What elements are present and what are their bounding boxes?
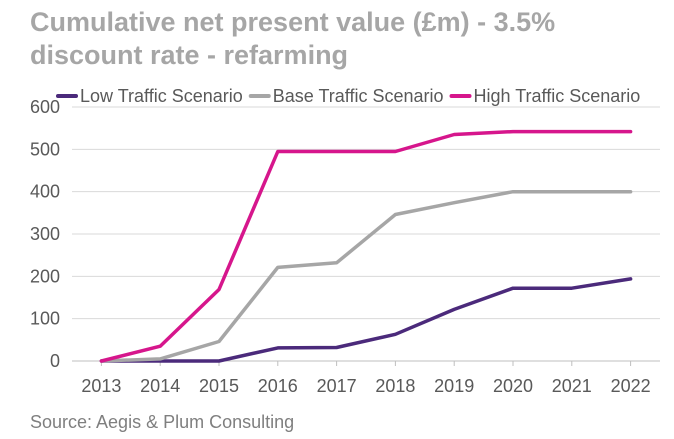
legend: Low Traffic Scenario Base Traffic Scenari… xyxy=(56,86,641,106)
chart-title: Cumulative net present value (£m) - 3.5%… xyxy=(30,6,650,72)
x-tick-label-2015: 2015 xyxy=(199,376,239,396)
y-tick-label-100: 100 xyxy=(30,309,60,329)
x-tick-label-2021: 2021 xyxy=(552,376,592,396)
y-tick-label-500: 500 xyxy=(30,139,60,159)
y-axis: 0 100 200 300 400 500 600 xyxy=(30,97,60,371)
y-tick-label-400: 400 xyxy=(30,182,60,202)
x-axis: 2013 2014 2015 2016 2017 2018 2019 2020 2021 2022 xyxy=(81,361,651,396)
x-tick-label-2017: 2017 xyxy=(317,376,357,396)
x-tick-label-2022: 2022 xyxy=(611,376,651,396)
gridlines xyxy=(72,106,660,362)
x-tick-label-2018: 2018 xyxy=(375,376,415,396)
y-tick-label-300: 300 xyxy=(30,224,60,244)
legend-label-low-traffic-scenario: Low Traffic Scenario xyxy=(80,86,243,106)
legend-label-base-traffic-scenario: Base Traffic Scenario xyxy=(273,86,444,106)
y-tick-label-200: 200 xyxy=(30,266,60,286)
source-note: Source: Aegis & Plum Consulting xyxy=(30,412,295,432)
chart-title-line-2: discount rate - refarming xyxy=(30,40,349,70)
series-line-low-traffic-scenario xyxy=(99,277,633,363)
y-tick-label-0: 0 xyxy=(50,351,60,371)
y-tick-label-600: 600 xyxy=(30,97,60,117)
series-lines xyxy=(99,129,633,363)
x-tick-label-2019: 2019 xyxy=(434,376,474,396)
x-tick-label-2014: 2014 xyxy=(140,376,180,396)
series-line-high-traffic-scenario xyxy=(99,129,633,363)
series-line-base-traffic-scenario xyxy=(99,189,633,363)
legend-label-high-traffic-scenario: High Traffic Scenario xyxy=(474,86,641,106)
chart-title-line-1: Cumulative net present value (£m) - 3.5% xyxy=(30,7,556,37)
x-tick-label-2013: 2013 xyxy=(81,376,121,396)
x-tick-label-2016: 2016 xyxy=(258,376,298,396)
x-tick-label-2020: 2020 xyxy=(493,376,533,396)
